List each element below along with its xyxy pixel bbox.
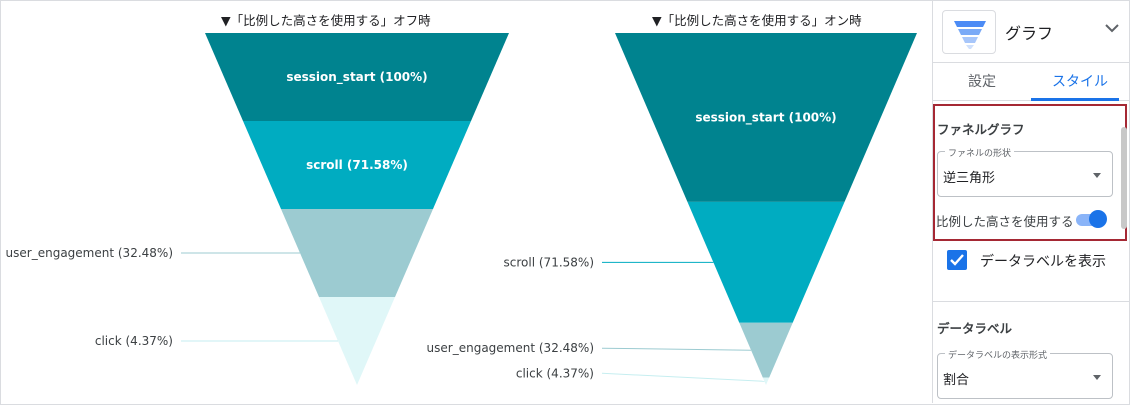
- funnel-segment-label: scroll (71.58%): [306, 158, 408, 172]
- data-label-format-legend: データラベルの表示形式: [945, 348, 1051, 361]
- funnel-side-label: user_engagement (32.48%): [427, 341, 594, 355]
- label-leader-line: [601, 347, 752, 351]
- chart-type-picker[interactable]: [942, 10, 996, 54]
- funnel-off-caption: ▼「比例した高さを使用する」オフ時: [221, 13, 431, 28]
- funnel-shape-value: 逆三角形: [943, 171, 996, 186]
- funnel-on-caption: ▼「比例した高さを使用する」オン時: [652, 13, 862, 28]
- chart-type-header: グラフ: [933, 1, 1130, 63]
- properties-panel: グラフ 設定 スタイル ファネルグラフ ファネルの形状 逆三角形 比例した高さを…: [932, 1, 1130, 403]
- panel-scrollbar[interactable]: [1121, 127, 1127, 229]
- funnel-segment-label: session_start (100%): [695, 110, 836, 125]
- dropdown-caret-icon: [1093, 173, 1101, 178]
- funnel-off-segment-user_engagement: [281, 209, 433, 297]
- tab-setup[interactable]: 設定: [968, 74, 996, 90]
- funnel-on-segment-session_start: [615, 33, 917, 202]
- funnel-side-label: click (4.37%): [95, 334, 173, 348]
- label-leader-line: [601, 372, 765, 382]
- chevron-down-icon[interactable]: [1105, 18, 1119, 37]
- funnel-chart-icon: [954, 21, 986, 49]
- active-tab-indicator: [1031, 98, 1119, 101]
- tab-style[interactable]: スタイル: [1052, 74, 1108, 90]
- funnel-side-label: user_engagement (32.48%): [6, 246, 173, 260]
- show-data-labels-label: データラベルを表示: [980, 254, 1106, 270]
- funnel-off-segment-session_start: [205, 33, 509, 121]
- show-data-labels-checkbox[interactable]: [947, 250, 967, 270]
- chart-type-label: グラフ: [1005, 24, 1054, 43]
- funnel-charts: session_start (100%) scroll (71.58%) user_…: [6, 33, 917, 385]
- funnel-side-label: click (4.37%): [516, 366, 594, 380]
- checkmark-icon: [950, 254, 964, 266]
- funnel-shape-legend: ファネルの形状: [945, 146, 1015, 159]
- funnel-off-segment-click: [319, 297, 395, 385]
- dropdown-caret-icon: [1093, 375, 1101, 380]
- funnel-on-segment-user_engagement: [739, 322, 793, 378]
- funnel-section-title: ファネルグラフ: [937, 122, 1025, 137]
- funnel-shape-select[interactable]: [937, 151, 1113, 197]
- funnel-off-segment-scroll: [243, 121, 471, 209]
- funnel-side-label: scroll (71.58%): [504, 255, 594, 269]
- funnel-on-segment-click: [762, 377, 770, 385]
- data-label-section-title: データラベル: [937, 321, 1013, 336]
- proportional-height-label: 比例した高さを使用する: [936, 214, 1074, 229]
- section-divider: [933, 301, 1130, 302]
- funnel-on-segment-scroll: [687, 201, 845, 323]
- data-label-format-value: 割合: [943, 373, 970, 388]
- toggle-knob[interactable]: [1089, 210, 1107, 228]
- funnel-segment-label: session_start (100%): [286, 70, 427, 85]
- report-canvas: ▼「比例した高さを使用する」オフ時 ▼「比例した高さを使用する」オン時 sess…: [1, 1, 925, 403]
- panel-tabs: 設定 スタイル: [933, 63, 1130, 101]
